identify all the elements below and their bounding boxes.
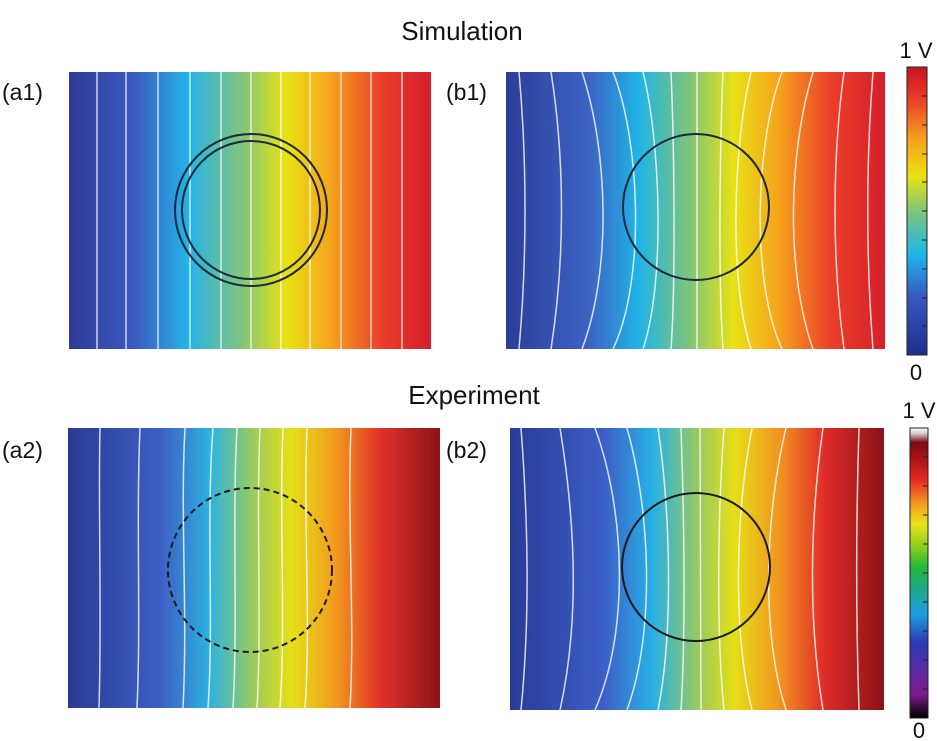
panel-label-b1: (b1) <box>446 79 487 105</box>
simulation-colorbar: 1 V 0 <box>899 38 932 385</box>
cloak-region-circle <box>622 133 770 281</box>
cloak-region-dashed-circle <box>167 487 333 653</box>
panel-b2-map <box>510 428 884 710</box>
cloak-region-circle <box>621 492 771 642</box>
cloak-outer-ring <box>174 133 328 287</box>
experiment-title: Experiment <box>408 380 540 410</box>
panel-label-a1: (a1) <box>2 79 43 105</box>
panel-a1-map <box>69 72 431 349</box>
panel-b1-map <box>506 72 885 349</box>
colorbar-bottom-label: 0 <box>910 360 922 385</box>
panel-label-a2: (a2) <box>2 437 43 463</box>
colorbar-top-label: 1 V <box>902 398 935 423</box>
colorbar-top-label: 1 V <box>899 38 932 63</box>
cloak-inner-ring <box>181 140 321 280</box>
colorbar-bottom-label: 0 <box>913 718 925 741</box>
panel-label-b2: (b2) <box>446 437 487 463</box>
experiment-colorbar: 1 V 0 <box>902 398 935 741</box>
panel-a2-map <box>68 428 440 708</box>
simulation-title: Simulation <box>401 16 522 46</box>
